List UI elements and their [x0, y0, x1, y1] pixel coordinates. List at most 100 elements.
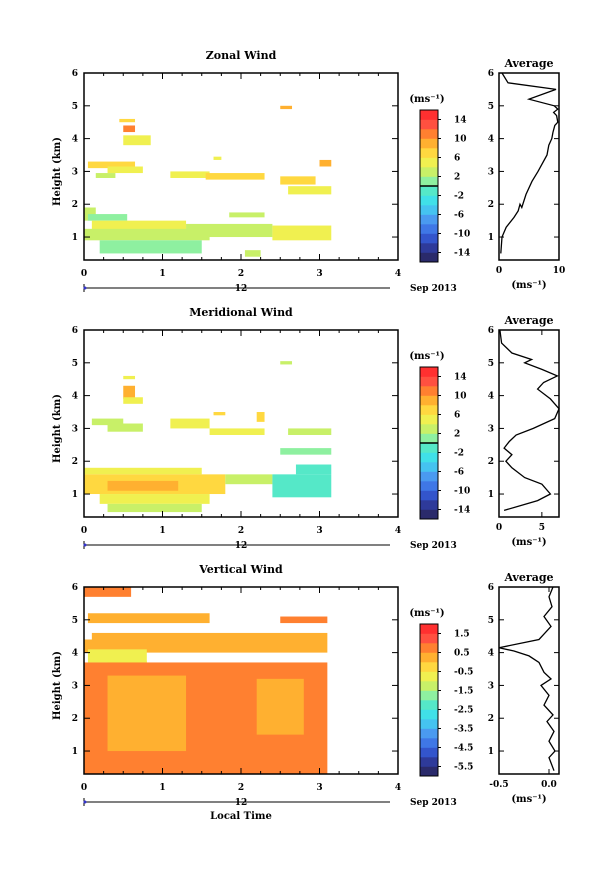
colorbar-tick-label: 10	[454, 135, 467, 145]
average-profile-line	[499, 329, 560, 512]
colorbar-tick-label: -6	[454, 468, 464, 478]
colorbar-swatch-3	[420, 481, 438, 491]
average-y-tick-label: 5	[488, 102, 494, 112]
colorbar-frame	[419, 623, 439, 777]
heatmap-cell-17	[225, 474, 273, 485]
colorbar-swatch-14	[420, 119, 438, 130]
colorbar-tick-label: 14	[454, 116, 467, 126]
heatmap-cell-4	[213, 412, 226, 416]
heatmap-cell-19	[229, 212, 265, 218]
heatmap-cell-15	[91, 220, 187, 231]
heatmap-cell-6	[91, 418, 124, 426]
average-unit: (ms⁻¹)	[511, 280, 546, 291]
heatmap-cell-0	[119, 118, 136, 123]
colorbar-swatch-1	[420, 243, 438, 253]
colorbar-swatch-10	[420, 157, 438, 168]
colorbar-swatch-7	[420, 443, 438, 453]
day-label: 12	[235, 284, 248, 294]
heatmap-cell-2	[123, 135, 151, 146]
colorbar-swatch-7	[420, 700, 438, 710]
heatmap-cell-0	[84, 587, 132, 597]
date-marker	[83, 800, 87, 804]
colorbar-swatch-11	[420, 148, 438, 158]
heatmap-cell-6	[87, 161, 136, 169]
colorbar-tick-label: 0.5	[454, 649, 470, 659]
average-y-tick-label: 4	[488, 135, 494, 145]
colorbar-swatch-5	[420, 719, 438, 729]
colorbar-swatch-4	[420, 728, 438, 739]
colorbar-tick-label: -14	[454, 249, 470, 259]
average-y-tick-label: 6	[488, 69, 494, 79]
heatmap-cell-2	[123, 397, 143, 404]
average-x-tick-label: 10	[553, 266, 566, 276]
x-tick-label: 1	[159, 526, 165, 536]
heatmap-cell-11	[280, 176, 316, 185]
colorbar-tick-label: -6	[454, 211, 464, 221]
y-tick-label: 1	[72, 747, 78, 757]
colorbar-swatch-0	[420, 509, 438, 520]
average-y-tick-label: 5	[488, 359, 494, 369]
heatmap-cell-19	[295, 464, 332, 475]
colorbar-swatch-4	[420, 214, 438, 225]
heatmap-cell-14	[87, 214, 128, 221]
y-tick-label: 2	[72, 457, 78, 467]
y-axis-label: Height (km)	[52, 137, 63, 206]
average-x-tick-label: 0	[496, 523, 502, 533]
colorbar-tick-label: 2	[454, 430, 460, 440]
colorbar-swatch-8	[420, 690, 438, 701]
colorbar-tick-label: -10	[454, 487, 470, 497]
colorbar-swatch-15	[420, 624, 438, 634]
heatmap-cell-2	[91, 632, 328, 640]
heatmap-cell-9	[209, 428, 265, 435]
colorbar-unit: (ms⁻¹)	[409, 608, 444, 619]
colorbar-swatch-2	[420, 233, 438, 244]
x-tick-label: 4	[395, 783, 401, 793]
heatmap-cell-10	[205, 173, 265, 180]
average-frame	[498, 586, 560, 775]
x-tick-label: 3	[316, 526, 322, 536]
heatmap-cell-5	[256, 412, 265, 422]
colorbar-tick-label: -2	[454, 192, 464, 202]
y-tick-label: 6	[72, 69, 78, 79]
colorbar-swatch-2	[420, 490, 438, 501]
colorbar-tick-label: -5.5	[454, 763, 473, 773]
colorbar-swatch-0	[420, 766, 438, 777]
colorbar-tick-label: 6	[454, 411, 460, 421]
heatmap-cell-21	[244, 250, 261, 257]
heatmap-cells	[84, 587, 328, 774]
colorbar-swatch-10	[420, 414, 438, 425]
date-label: Sep 2013	[410, 798, 457, 808]
heatmap-cell-14	[107, 480, 179, 491]
x-axis-label: Local Time	[210, 811, 272, 822]
average-y-tick-label: 3	[488, 167, 494, 177]
colorbar-tick-label: 14	[454, 373, 467, 383]
colorbar-swatch-4	[420, 471, 438, 482]
x-tick-label: 0	[81, 783, 87, 793]
heatmap-cells	[84, 105, 332, 257]
y-axis-label: Height (km)	[52, 651, 63, 720]
heatmap-cell-17	[99, 240, 202, 254]
colorbar-swatch-14	[420, 633, 438, 644]
heatmap-cell-8	[95, 173, 116, 178]
heatmap-cell-11	[280, 448, 332, 455]
average-x-tick-label: 5	[539, 523, 545, 533]
colorbar: (ms⁻¹) 14 10 6 2 -2 -6 -10 -14	[409, 94, 470, 263]
y-tick-label: 3	[72, 681, 78, 691]
x-tick-label: 2	[238, 783, 244, 793]
y-tick-label: 5	[72, 102, 78, 112]
colorbar-tick-label: -10	[454, 230, 470, 240]
heatmap-cell-5	[87, 649, 147, 663]
average-profile-line	[500, 72, 559, 254]
colorbar-swatch-13	[420, 386, 438, 396]
colorbar-tick-label: 1.5	[454, 630, 470, 640]
y-tick-label: 2	[72, 200, 78, 210]
x-tick-label: 4	[395, 526, 401, 536]
colorbar-tick-label: 10	[454, 392, 467, 402]
average-y-tick-label: 1	[488, 233, 494, 243]
colorbar-swatch-1	[420, 500, 438, 510]
average-y-tick-label: 4	[488, 392, 494, 402]
x-tick-label: 2	[238, 269, 244, 279]
colorbar-swatch-6	[420, 709, 438, 720]
